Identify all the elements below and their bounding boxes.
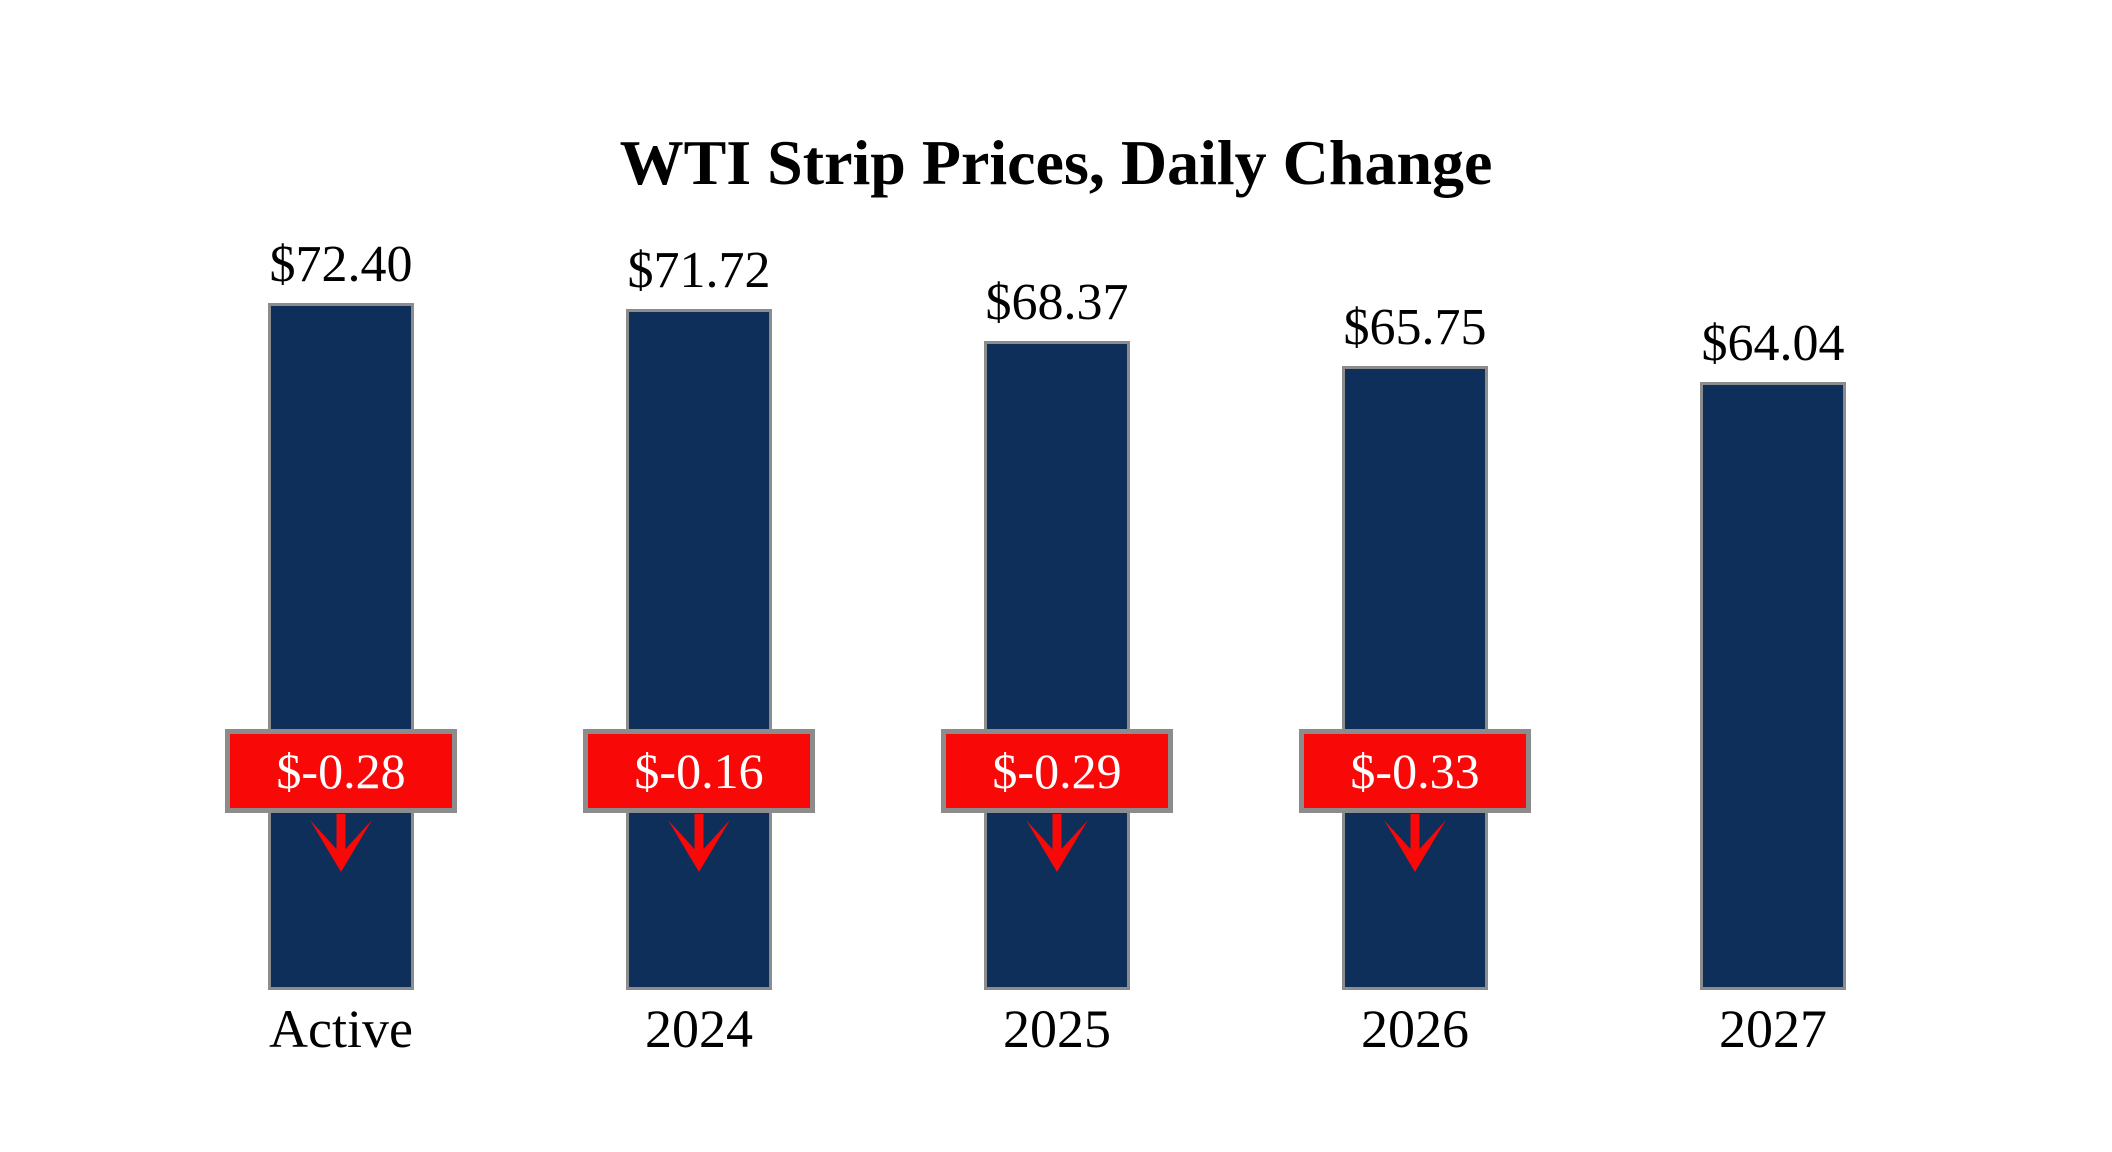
down-arrow-icon bbox=[1026, 814, 1088, 872]
bar bbox=[268, 303, 414, 990]
change-badge: $-0.16 bbox=[583, 729, 815, 813]
change-badge: $-0.29 bbox=[941, 729, 1173, 813]
bar bbox=[984, 341, 1130, 990]
chart-title: WTI Strip Prices, Daily Change bbox=[619, 127, 1493, 198]
bar-value-label: $64.04 bbox=[1701, 315, 1845, 372]
change-badge: $-0.28 bbox=[225, 729, 457, 813]
bar-value-label: $71.72 bbox=[627, 242, 771, 299]
bar-value-label: $72.40 bbox=[269, 236, 413, 293]
category-label: Active bbox=[269, 999, 413, 1059]
bar bbox=[1342, 366, 1488, 990]
category-label: 2024 bbox=[645, 999, 753, 1059]
change-badge: $-0.33 bbox=[1299, 729, 1531, 813]
category-label: 2026 bbox=[1361, 999, 1469, 1059]
down-arrow-icon bbox=[1384, 814, 1446, 872]
bar-value-label: $68.37 bbox=[985, 274, 1129, 331]
bar bbox=[1700, 382, 1846, 990]
down-arrow-icon bbox=[668, 814, 730, 872]
down-arrow-icon bbox=[310, 814, 372, 872]
bar-value-label: $65.75 bbox=[1343, 299, 1487, 356]
bar bbox=[626, 309, 772, 990]
category-label: 2025 bbox=[1003, 999, 1111, 1059]
category-label: 2027 bbox=[1719, 999, 1827, 1059]
